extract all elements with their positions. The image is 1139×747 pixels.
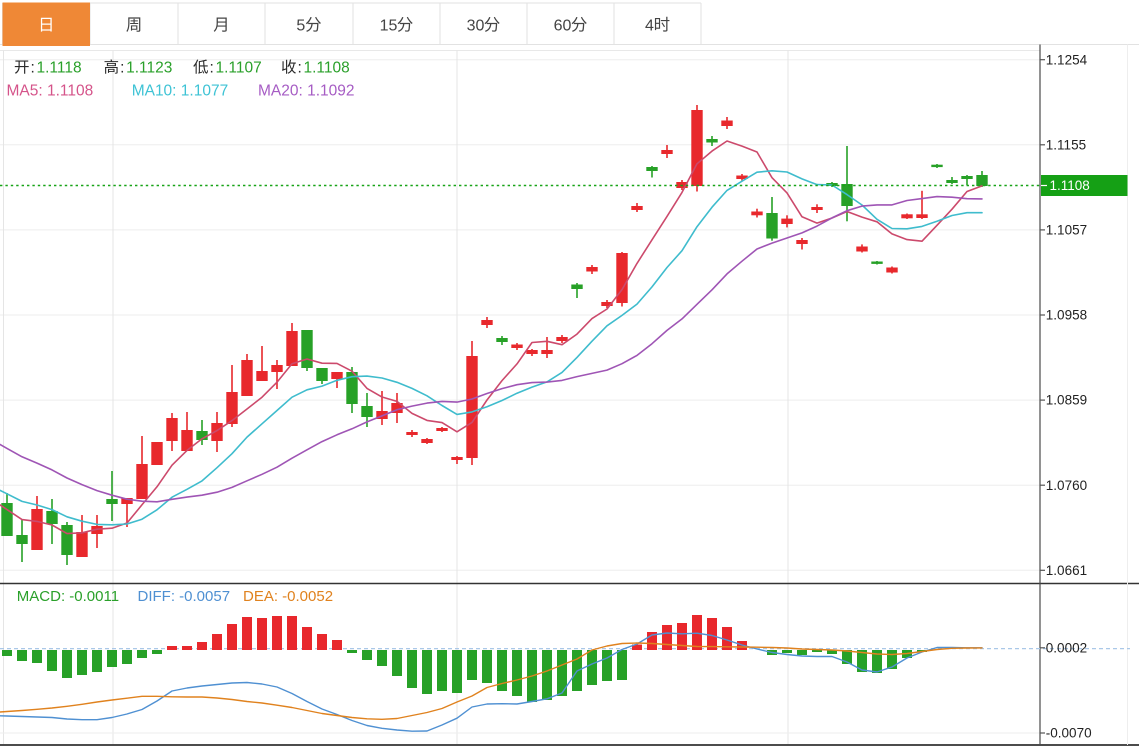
svg-text::: : xyxy=(210,60,214,77)
svg-text:1.1254: 1.1254 xyxy=(1046,52,1088,67)
svg-text:1.1107: 1.1107 xyxy=(216,60,262,77)
svg-text:MA20: 1.1092: MA20: 1.1092 xyxy=(258,83,355,100)
svg-text:1.1057: 1.1057 xyxy=(1046,223,1087,238)
svg-text::: : xyxy=(298,60,302,77)
svg-text:4: 4 xyxy=(645,18,654,35)
svg-text:5: 5 xyxy=(296,18,305,35)
svg-text:1.1155: 1.1155 xyxy=(1046,137,1086,152)
svg-text:1.0661: 1.0661 xyxy=(1046,563,1087,578)
svg-text::: : xyxy=(31,60,35,77)
svg-text:DIFF: -0.0057: DIFF: -0.0057 xyxy=(138,588,231,605)
svg-text:1.0859: 1.0859 xyxy=(1046,393,1087,408)
svg-text:0.0002: 0.0002 xyxy=(1046,640,1087,655)
svg-text:1.1123: 1.1123 xyxy=(126,60,172,77)
svg-text:DEA: -0.0052: DEA: -0.0052 xyxy=(243,588,333,605)
svg-text:30: 30 xyxy=(467,18,485,35)
svg-text:MA10: 1.1077: MA10: 1.1077 xyxy=(132,83,229,100)
svg-text:1.0760: 1.0760 xyxy=(1046,478,1087,493)
svg-text:-0.0070: -0.0070 xyxy=(1046,726,1092,741)
svg-text:1.1118: 1.1118 xyxy=(37,60,82,77)
svg-text:MACD: -0.0011: MACD: -0.0011 xyxy=(17,588,119,605)
svg-text:15: 15 xyxy=(380,18,398,35)
svg-text:1.1108: 1.1108 xyxy=(304,60,350,77)
svg-text:60: 60 xyxy=(554,18,572,35)
svg-text:1.1108: 1.1108 xyxy=(1050,178,1090,193)
svg-text:MA5: 1.1108: MA5: 1.1108 xyxy=(7,83,94,100)
svg-text::: : xyxy=(120,60,124,77)
svg-text:1.0958: 1.0958 xyxy=(1046,308,1087,323)
